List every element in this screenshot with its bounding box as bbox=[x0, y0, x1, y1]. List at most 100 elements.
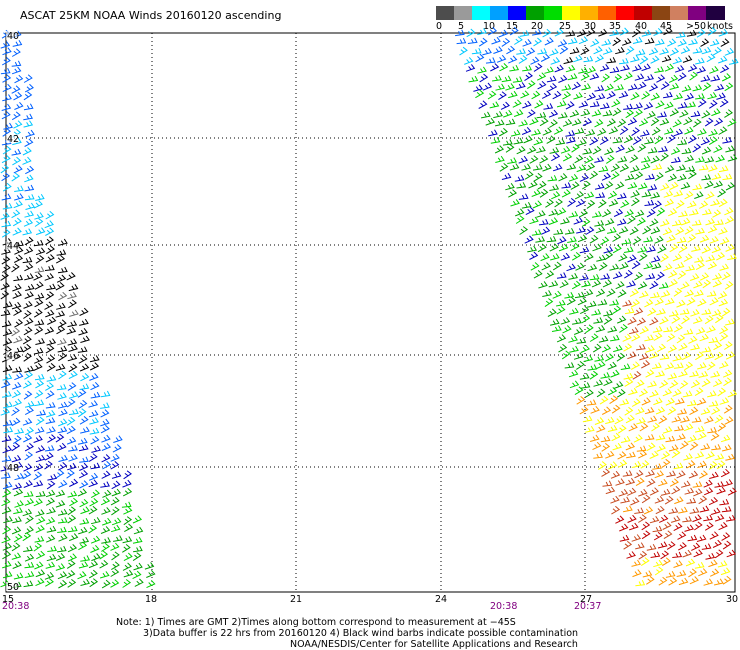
wind-barb bbox=[35, 490, 46, 498]
wind-barb bbox=[44, 326, 55, 335]
wind-barb bbox=[694, 521, 703, 531]
wind-barb bbox=[66, 272, 76, 281]
wind-barb bbox=[619, 163, 630, 172]
wind-barb bbox=[133, 562, 143, 571]
wind-barb bbox=[606, 288, 616, 297]
wind-barb bbox=[508, 189, 518, 198]
wind-barb bbox=[485, 57, 496, 64]
wind-barb bbox=[595, 93, 606, 101]
wind-barb bbox=[22, 470, 32, 480]
wind-barb bbox=[25, 165, 35, 175]
wind-barb bbox=[649, 487, 659, 496]
wind-barb bbox=[645, 345, 655, 353]
wind-swath-left bbox=[0, 29, 156, 589]
wind-barb bbox=[619, 27, 629, 36]
wind-barb bbox=[2, 481, 13, 490]
wind-barb bbox=[643, 102, 654, 110]
wind-barb bbox=[500, 101, 510, 110]
wind-barb bbox=[630, 189, 640, 198]
wind-barb bbox=[562, 325, 572, 334]
wind-barb bbox=[716, 460, 726, 470]
wind-barb bbox=[623, 343, 633, 352]
wind-barb bbox=[667, 344, 678, 353]
colorbar-tick-label: 10 bbox=[483, 21, 496, 32]
wind-barb bbox=[632, 64, 642, 72]
wind-barb bbox=[473, 84, 483, 92]
wind-barb bbox=[540, 53, 551, 62]
wind-barb bbox=[46, 375, 57, 382]
wind-barb bbox=[669, 82, 680, 90]
wind-barb bbox=[724, 109, 733, 118]
wind-barb bbox=[24, 561, 35, 569]
wind-barb bbox=[695, 261, 705, 271]
colorbar-swatch bbox=[598, 6, 617, 20]
wind-barb bbox=[675, 226, 685, 236]
wind-barb bbox=[79, 307, 89, 316]
wind-barb bbox=[634, 507, 644, 514]
wind-barb bbox=[703, 479, 713, 488]
wind-barb bbox=[509, 163, 520, 171]
wind-barb bbox=[605, 416, 615, 425]
wind-barb bbox=[571, 118, 582, 126]
wind-barb bbox=[646, 245, 656, 253]
wind-barb bbox=[691, 219, 702, 226]
wind-barb bbox=[636, 343, 646, 351]
wind-barb bbox=[719, 325, 729, 335]
wind-barb bbox=[90, 544, 100, 553]
wind-barb bbox=[34, 389, 44, 399]
wind-barb bbox=[672, 551, 683, 558]
wind-barb bbox=[593, 379, 604, 387]
wind-barb bbox=[46, 354, 56, 364]
wind-barb bbox=[604, 353, 614, 362]
wind-barb bbox=[638, 514, 647, 523]
wind-barb bbox=[567, 73, 578, 81]
wind-barb bbox=[23, 352, 32, 362]
wind-barb bbox=[595, 225, 606, 234]
wind-barb bbox=[66, 436, 77, 445]
wind-barb bbox=[22, 156, 32, 165]
wind-barb bbox=[645, 173, 655, 180]
wind-barb bbox=[627, 316, 637, 325]
wind-barb bbox=[576, 396, 586, 405]
wind-barb bbox=[58, 418, 68, 427]
wind-barb bbox=[650, 291, 660, 299]
wind-barb bbox=[586, 28, 596, 37]
wind-barb bbox=[709, 471, 719, 479]
wind-barb bbox=[671, 415, 682, 423]
wind-barb bbox=[598, 262, 608, 271]
wind-barb bbox=[110, 568, 120, 577]
wind-barb bbox=[602, 279, 613, 288]
wind-barb bbox=[34, 281, 44, 290]
wind-barb bbox=[146, 579, 156, 589]
wind-barb bbox=[23, 480, 33, 488]
wind-barb bbox=[691, 416, 702, 423]
wind-barb bbox=[12, 381, 22, 390]
wind-barb bbox=[102, 489, 112, 498]
wind-barb bbox=[123, 516, 133, 526]
wind-barb bbox=[639, 290, 649, 299]
wind-barb bbox=[507, 157, 517, 164]
wind-barb bbox=[670, 515, 681, 523]
wind-barb bbox=[548, 208, 559, 217]
wind-barb bbox=[551, 325, 562, 332]
wind-barb bbox=[533, 172, 543, 182]
wind-barb bbox=[1, 380, 11, 389]
wind-barb bbox=[623, 135, 634, 144]
wind-barb bbox=[2, 550, 12, 560]
wind-barb bbox=[565, 101, 575, 110]
wind-barb bbox=[573, 352, 584, 360]
wind-barb bbox=[680, 281, 690, 290]
wind-barb bbox=[658, 415, 668, 424]
wind-barb bbox=[705, 254, 716, 262]
wind-barb bbox=[611, 404, 621, 414]
wind-barb bbox=[111, 561, 120, 571]
wind-barb bbox=[722, 540, 732, 550]
wind-barb bbox=[499, 163, 509, 172]
wind-barb bbox=[23, 434, 33, 443]
wind-barb bbox=[660, 182, 670, 191]
wind-barb bbox=[565, 130, 576, 137]
wind-barb bbox=[719, 361, 729, 369]
wind-barb bbox=[564, 362, 575, 369]
wind-barb bbox=[596, 360, 606, 370]
wind-barb bbox=[699, 234, 710, 243]
